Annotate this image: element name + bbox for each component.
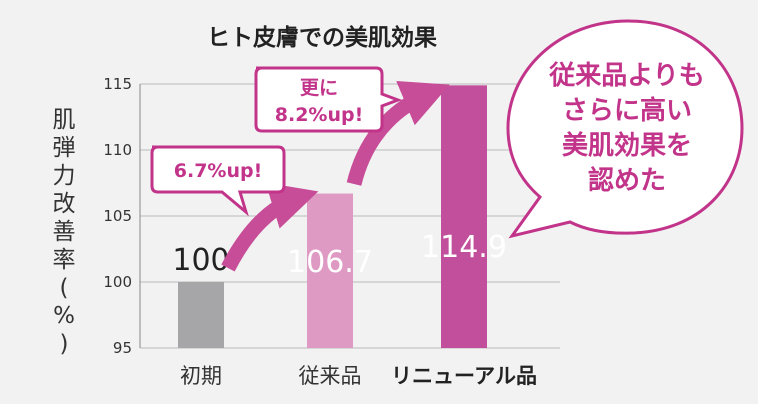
bar-1 (178, 282, 224, 348)
x-category-label: 従来品 (299, 364, 362, 388)
callout-6-7-up-text: 6.7%up! (174, 160, 263, 182)
bubble-line-4: 認めた (588, 165, 666, 196)
x-category-label: 初期 (180, 364, 222, 388)
bubble-line-2: さらに高い (562, 95, 692, 126)
chart-title: ヒト皮膚での美肌効果 (207, 24, 437, 51)
value-label: 100 (172, 243, 229, 278)
callout-8-2-up-line1: 更に (300, 77, 338, 99)
value-label: 106.7 (287, 245, 373, 280)
conclusion-bubble: 従来品よりも さらに高い 美肌効果を 認めた (506, 19, 744, 239)
x-axis-categories: 初期 従来品 リニューアル品 (180, 364, 537, 388)
y-tick-label: 100 (103, 273, 132, 291)
y-tick-label: 110 (103, 141, 132, 159)
callout-8-2-up-line2: 8.2%up! (275, 104, 364, 126)
y-tick-label: 95 (113, 339, 132, 357)
value-label: 114.9 (421, 230, 507, 265)
bubble-line-1: 従来品よりも (548, 61, 704, 91)
increase-arrow-1 (221, 182, 319, 272)
bar-3 (441, 85, 487, 348)
y-tick-label: 105 (103, 207, 132, 225)
y-axis-label: 肌弾力改善率(%) (53, 107, 76, 357)
bars (178, 85, 487, 348)
callout-8-2-up: 更に 8.2%up! (254, 66, 403, 133)
y-axis-ticks: 95 100 105 110 115 (103, 75, 132, 357)
value-labels: 100 106.7 114.9 (172, 230, 507, 280)
bubble-line-3: 美肌効果を (562, 130, 692, 161)
y-tick-label: 115 (103, 75, 132, 93)
x-category-label: リニューアル品 (391, 364, 537, 388)
callout-6-7-up: 6.7%up! (150, 145, 286, 217)
